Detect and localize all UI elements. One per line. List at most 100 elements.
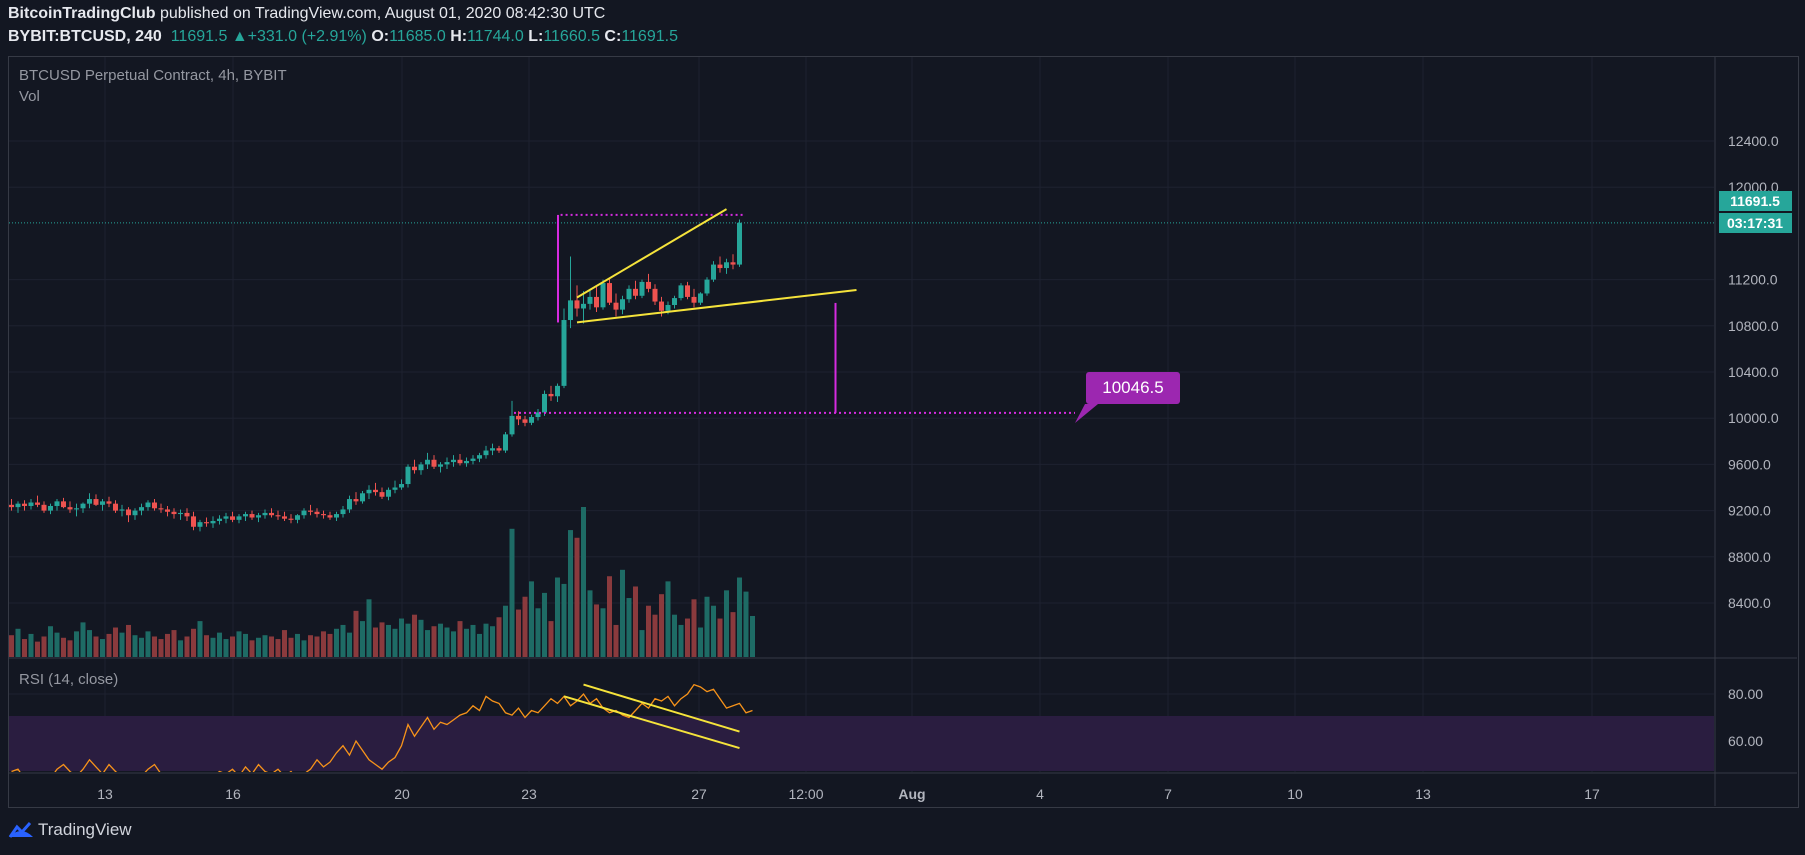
candle-body xyxy=(178,512,183,515)
volume-bar xyxy=(633,586,638,657)
volume-bar xyxy=(561,583,567,657)
candle-body xyxy=(282,516,287,519)
candle-body xyxy=(431,459,437,467)
volume-bar xyxy=(535,608,541,657)
candle-body xyxy=(145,502,151,508)
volume-bar xyxy=(353,610,359,657)
axes: 12400.012000.011200.010800.010400.010000… xyxy=(97,133,1779,802)
candle-body xyxy=(613,302,619,310)
candle-body xyxy=(48,505,53,511)
volume-bar xyxy=(80,622,86,657)
candle-body xyxy=(711,264,716,280)
volume-bar xyxy=(737,577,742,657)
candle-body xyxy=(295,515,300,520)
candle-body xyxy=(509,415,515,435)
volume-bar xyxy=(366,599,372,657)
y-tick-label: 8800.0 xyxy=(1728,549,1771,565)
rsi-pane-title: RSI (14, close) xyxy=(19,671,119,688)
volume-bar xyxy=(529,581,534,657)
x-tick-label: 23 xyxy=(521,786,537,802)
rsi-series-line xyxy=(11,683,753,772)
candle-body xyxy=(191,516,196,527)
volume-bar xyxy=(132,635,138,657)
candle-body xyxy=(633,288,638,296)
candle-body xyxy=(301,510,307,516)
price-badge-price: 11691.5 xyxy=(1730,193,1780,209)
measure-label-text: 10046.5 xyxy=(1102,378,1163,397)
chart-frame xyxy=(8,56,1799,808)
wedge-upper-trendline xyxy=(576,208,728,299)
candle-body xyxy=(275,515,281,517)
volume-bar xyxy=(717,618,723,657)
candle-body xyxy=(256,515,261,518)
published-text: published on TradingView.com, August 01,… xyxy=(160,5,606,22)
author-name[interactable]: BitcoinTradingClub xyxy=(8,5,156,22)
volume-bar xyxy=(321,631,326,657)
volume-bar xyxy=(106,633,112,657)
candle-body xyxy=(438,464,443,467)
candle-body xyxy=(119,509,125,511)
candle-body xyxy=(652,288,658,302)
low-label: L: xyxy=(528,28,544,45)
volume-bar xyxy=(704,596,710,657)
volume-bar xyxy=(197,621,203,657)
candle-body xyxy=(587,296,593,304)
volume-bar xyxy=(464,628,469,657)
candle-body xyxy=(659,301,664,311)
volume-bar xyxy=(626,598,632,657)
open-value: 11685.0 xyxy=(389,28,446,45)
candle-body xyxy=(724,262,729,269)
candle-body xyxy=(230,516,235,520)
candle-body xyxy=(184,512,190,517)
volume-bar xyxy=(594,604,599,657)
volume-bar xyxy=(665,581,671,657)
candle-body xyxy=(730,262,736,265)
y-tick-label: 11200.0 xyxy=(1728,272,1778,288)
volume-bar xyxy=(191,628,196,657)
candle-body xyxy=(340,509,346,515)
candle-body xyxy=(74,508,79,510)
candle-body xyxy=(503,434,508,451)
volume-bar xyxy=(444,627,450,657)
candle-body xyxy=(373,489,378,493)
candle-body xyxy=(126,509,131,516)
volume-bar xyxy=(152,636,157,657)
volume-bar xyxy=(646,605,651,657)
volume-bar xyxy=(22,639,27,657)
candle-body xyxy=(678,285,684,299)
candle-body xyxy=(54,501,60,506)
volume-bar xyxy=(87,630,92,657)
footer-brand[interactable]: TradingView xyxy=(8,820,132,840)
countdown-badge-box xyxy=(1719,213,1792,233)
volume-bar xyxy=(93,636,99,657)
x-tick-label: 10 xyxy=(1287,786,1303,802)
candle-body xyxy=(620,299,625,310)
volume-bar xyxy=(542,592,547,657)
y-tick-label: 10000.0 xyxy=(1728,410,1779,426)
volume-bar xyxy=(405,623,411,657)
x-tick-label: 16 xyxy=(225,786,241,802)
volume-bar xyxy=(470,624,476,657)
candle-body xyxy=(490,448,495,451)
volume-bar xyxy=(613,624,619,657)
candle-body xyxy=(529,417,534,423)
volume-bar xyxy=(184,636,190,657)
volume-bar xyxy=(210,637,216,657)
candle-body xyxy=(581,303,586,309)
candle-body xyxy=(392,487,398,490)
candle-body xyxy=(574,300,580,309)
volume-bar xyxy=(243,633,248,657)
volume-bar xyxy=(223,639,229,657)
volume-bar xyxy=(698,627,703,657)
candle-body xyxy=(535,412,541,418)
candle-body xyxy=(314,511,320,515)
volume-bar xyxy=(249,640,255,657)
candle-body xyxy=(35,502,40,505)
candle-body xyxy=(262,512,268,516)
volume-bar xyxy=(269,636,274,657)
volume-bar xyxy=(386,624,391,657)
header-line-2: BYBIT:BTCUSD, 240 11691.5 ▲+331.0 (+2.91… xyxy=(8,28,678,46)
volume-bar xyxy=(113,627,118,657)
high-label: H: xyxy=(450,28,468,45)
